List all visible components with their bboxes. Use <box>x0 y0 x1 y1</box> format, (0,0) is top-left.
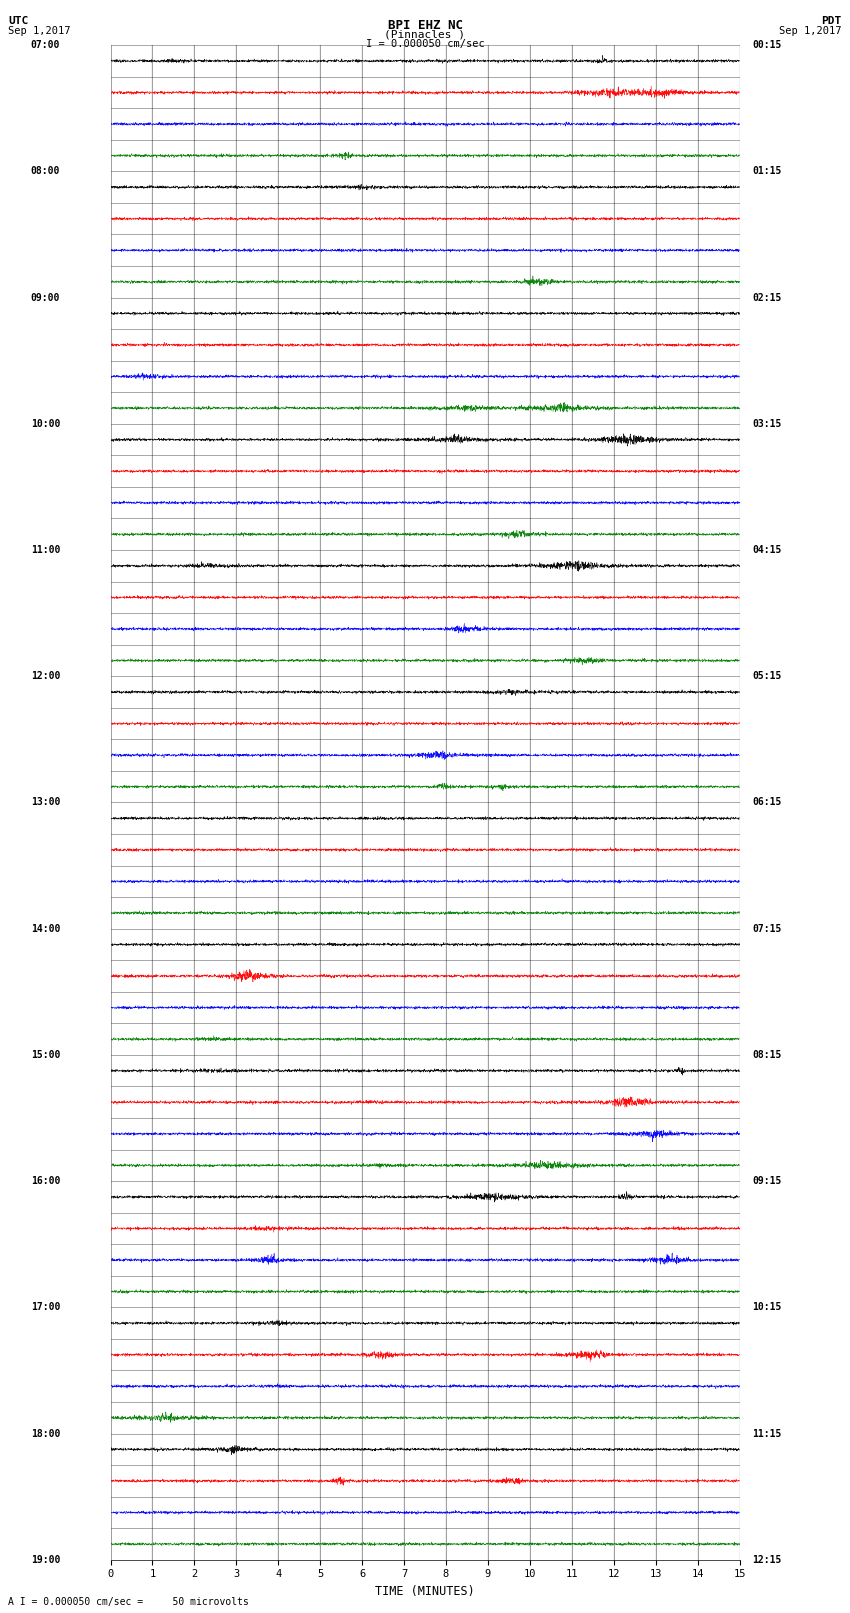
Text: 05:15: 05:15 <box>752 671 781 681</box>
Text: 02:15: 02:15 <box>752 292 781 303</box>
Text: 19:00: 19:00 <box>31 1555 60 1565</box>
Text: UTC: UTC <box>8 16 29 26</box>
Text: 00:15: 00:15 <box>752 40 781 50</box>
Text: 10:00: 10:00 <box>31 419 60 429</box>
Text: 09:00: 09:00 <box>31 292 60 303</box>
Text: 04:15: 04:15 <box>752 545 781 555</box>
Text: 17:00: 17:00 <box>31 1302 60 1313</box>
Text: 11:00: 11:00 <box>31 545 60 555</box>
Text: 07:00: 07:00 <box>31 40 60 50</box>
Text: 14:00: 14:00 <box>31 924 60 934</box>
Text: 15:00: 15:00 <box>31 1050 60 1060</box>
Text: 12:15: 12:15 <box>752 1555 781 1565</box>
Text: 16:00: 16:00 <box>31 1176 60 1186</box>
Text: 03:15: 03:15 <box>752 419 781 429</box>
X-axis label: TIME (MINUTES): TIME (MINUTES) <box>375 1586 475 1598</box>
Text: BPI EHZ NC: BPI EHZ NC <box>388 19 462 32</box>
Text: 01:15: 01:15 <box>752 166 781 176</box>
Text: 09:15: 09:15 <box>752 1176 781 1186</box>
Text: 08:00: 08:00 <box>31 166 60 176</box>
Text: (Pinnacles ): (Pinnacles ) <box>384 29 466 39</box>
Text: PDT: PDT <box>821 16 842 26</box>
Text: 07:15: 07:15 <box>752 924 781 934</box>
Text: I = 0.000050 cm/sec: I = 0.000050 cm/sec <box>366 39 484 48</box>
Text: 13:00: 13:00 <box>31 797 60 808</box>
Text: Sep 1,2017: Sep 1,2017 <box>8 26 71 35</box>
Text: 11:15: 11:15 <box>752 1429 781 1439</box>
Text: 06:15: 06:15 <box>752 797 781 808</box>
Text: 10:15: 10:15 <box>752 1302 781 1313</box>
Text: A I = 0.000050 cm/sec =     50 microvolts: A I = 0.000050 cm/sec = 50 microvolts <box>8 1597 249 1607</box>
Text: 12:00: 12:00 <box>31 671 60 681</box>
Text: 18:00: 18:00 <box>31 1429 60 1439</box>
Text: 08:15: 08:15 <box>752 1050 781 1060</box>
Text: Sep 1,2017: Sep 1,2017 <box>779 26 842 35</box>
